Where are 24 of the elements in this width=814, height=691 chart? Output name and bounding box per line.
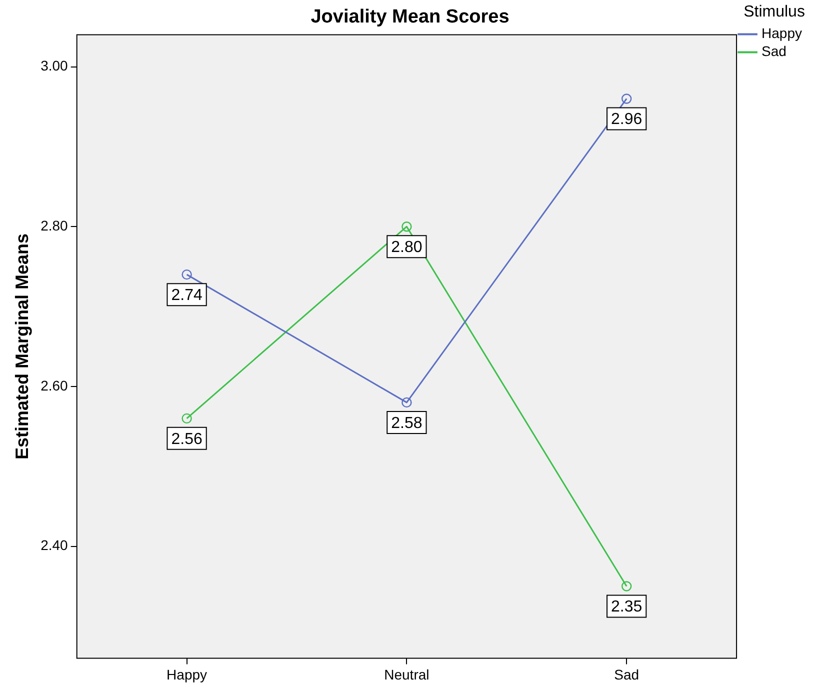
y-tick-label: 3.00 bbox=[40, 58, 68, 74]
y-axis-title: Estimated Marginal Means bbox=[12, 233, 32, 460]
legend-title: Stimulus bbox=[744, 3, 805, 20]
data-label: 2.74 bbox=[171, 286, 202, 304]
point bbox=[402, 397, 412, 408]
data-label: 2.96 bbox=[611, 111, 642, 128]
legend-label: Happy bbox=[762, 25, 802, 42]
y-tick-label: 2.80 bbox=[40, 217, 68, 234]
y-tick-label: 2.60 bbox=[40, 377, 68, 394]
data-label: 2.35 bbox=[611, 598, 642, 616]
x-tick-label: Happy bbox=[166, 666, 208, 682]
point bbox=[621, 581, 632, 592]
x-tick-label: Neutral bbox=[384, 666, 430, 682]
point bbox=[182, 413, 192, 424]
point bbox=[182, 269, 192, 280]
point bbox=[621, 94, 632, 104]
x-tick-label: Sad bbox=[614, 666, 640, 682]
y-tick-label: 2.40 bbox=[40, 537, 68, 554]
data-label: 2.56 bbox=[171, 430, 202, 448]
legend-label: Sad bbox=[762, 43, 786, 60]
point bbox=[402, 222, 412, 232]
data-label: 2.80 bbox=[391, 239, 422, 256]
data-label: 2.58 bbox=[391, 414, 422, 432]
chart-title: Joviality Mean Scores bbox=[310, 6, 510, 28]
